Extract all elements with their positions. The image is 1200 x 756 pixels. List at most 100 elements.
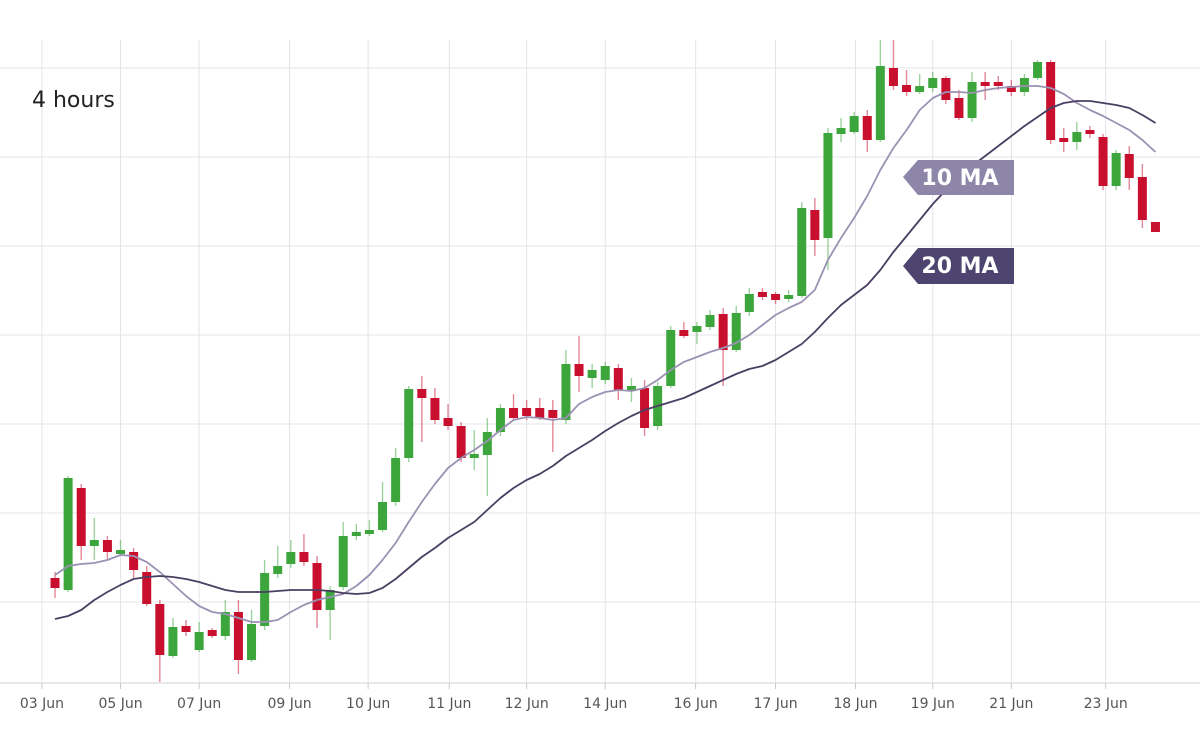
candle-body <box>1059 138 1069 142</box>
candle-body <box>744 294 754 312</box>
candle-body <box>836 128 846 134</box>
x-tick-label: 17 Jun <box>753 696 797 712</box>
candle-body <box>993 82 1003 86</box>
x-tick-label: 09 Jun <box>267 696 311 712</box>
candle-body <box>718 314 728 350</box>
candle-body <box>273 566 283 574</box>
candle-body <box>574 364 584 376</box>
candle-body <box>129 552 139 570</box>
candle-body <box>116 550 126 554</box>
candle-body <box>430 398 440 420</box>
candle-body <box>522 408 532 416</box>
x-tick-label: 14 Jun <box>583 696 627 712</box>
candle-body <box>757 292 767 297</box>
candle-body <box>247 624 257 660</box>
candle-body <box>915 86 925 92</box>
candle-body <box>731 313 741 350</box>
candle-body <box>823 133 833 238</box>
candle-body <box>1124 154 1134 178</box>
candle-body <box>705 315 715 327</box>
candle-body <box>312 563 322 610</box>
candle-body <box>299 552 309 562</box>
x-tick-label: 19 Jun <box>911 696 955 712</box>
marks <box>50 40 1160 682</box>
candle-body <box>378 502 388 530</box>
candle-body <box>404 389 414 458</box>
candle-body <box>1019 78 1029 92</box>
candle-body <box>194 632 204 650</box>
candle-body <box>640 388 650 428</box>
candle-body <box>613 368 623 390</box>
candle-body <box>482 432 492 455</box>
x-tick-label: 03 Jun <box>20 696 64 712</box>
candle-body <box>561 364 571 420</box>
candle-body <box>1033 62 1043 78</box>
x-tick-label: 05 Jun <box>98 696 142 712</box>
candle-body <box>351 532 361 536</box>
candle-body <box>928 78 938 88</box>
x-tick-label: 21 Jun <box>989 696 1033 712</box>
candle-body <box>391 458 401 502</box>
candle-body <box>902 85 912 92</box>
candle-body <box>1098 137 1108 186</box>
candle-body <box>102 540 112 552</box>
candle-body <box>1111 153 1121 186</box>
candle-body <box>469 454 479 458</box>
candle-body <box>771 294 781 300</box>
tag-10ma: 10 MA <box>921 166 998 191</box>
candle-body <box>443 418 453 426</box>
candle-body <box>666 330 676 386</box>
x-tick-label: 10 Jun <box>346 696 390 712</box>
candle-body <box>89 540 99 546</box>
candle-body <box>875 66 885 140</box>
x-tick-label: 23 Jun <box>1084 696 1128 712</box>
x-tick-label: 16 Jun <box>674 696 718 712</box>
grid: 03 Jun 05 Jun 07 Jun 09 Jun 10 Jun 11 Jun 12 J… <box>0 40 1200 712</box>
tag-20ma: 20 MA <box>921 254 998 279</box>
candle-body <box>535 408 545 418</box>
x-tick-label: 18 Jun <box>833 696 877 712</box>
x-tick-label: 07 Jun <box>177 696 221 712</box>
candle-body <box>626 386 636 390</box>
candle-body <box>456 426 466 458</box>
candle-body <box>692 326 702 332</box>
candle-body <box>207 630 217 636</box>
candle-body <box>220 612 230 636</box>
candle-body <box>142 572 152 604</box>
candle-body <box>364 530 374 534</box>
candle-body <box>155 604 165 655</box>
candle-body <box>1072 132 1082 142</box>
candle-body <box>50 578 60 588</box>
candle-body <box>797 208 807 296</box>
candle-body <box>862 116 872 140</box>
candle-body <box>495 408 505 432</box>
candle-body <box>181 626 191 632</box>
candle-body <box>980 82 990 86</box>
candle-body <box>810 210 820 240</box>
candle-body <box>1150 222 1160 232</box>
candle-body <box>679 330 689 336</box>
candle-body <box>967 82 977 118</box>
candle-body <box>888 68 898 86</box>
candle-body <box>76 488 86 546</box>
ma-tags: 10 MA 20 MA <box>903 160 1014 284</box>
candle-body <box>286 552 296 564</box>
candle-body <box>509 408 519 418</box>
candle-body <box>417 389 427 398</box>
candle-body <box>600 366 610 380</box>
candle-body <box>1006 86 1016 92</box>
tag-10ma-box <box>903 160 1014 195</box>
candle-body <box>338 536 348 587</box>
candle-body <box>587 370 597 378</box>
candle-body <box>325 590 335 610</box>
candle-body <box>63 478 73 590</box>
x-tick-label: 12 Jun <box>505 696 549 712</box>
candle-body <box>548 410 558 418</box>
tag-20ma-box <box>903 248 1014 284</box>
candle-body <box>1137 177 1147 220</box>
candle-body <box>954 98 964 118</box>
candle-body <box>233 612 243 660</box>
ma-line <box>54 85 1157 623</box>
